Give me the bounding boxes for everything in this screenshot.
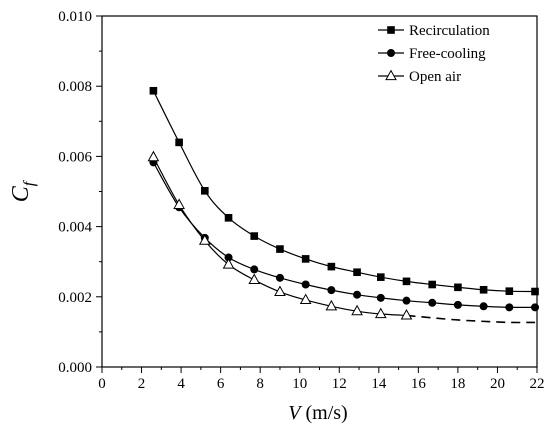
series-recirculation — [149, 86, 539, 296]
x-tick-label: 18 — [450, 376, 465, 392]
data-point-recirculation — [402, 277, 411, 286]
series-layer — [147, 86, 540, 324]
series-line-free-cooling — [152, 162, 536, 309]
data-point-recirculation — [149, 86, 158, 95]
data-point-free-cooling — [531, 303, 540, 312]
y-tick-label: 0.002 — [58, 290, 92, 306]
data-point-free-cooling — [376, 293, 385, 302]
data-point-free-cooling — [453, 300, 462, 309]
x-tick-label: 10 — [292, 376, 307, 392]
data-point-recirculation — [353, 268, 361, 277]
legend: Recirculation Free-cooling Open air — [378, 23, 490, 85]
series-free-cooling — [149, 158, 540, 312]
legend-marker-open-air — [385, 69, 397, 81]
data-point-free-cooling — [402, 296, 411, 305]
x-tick-label: 22 — [530, 376, 545, 392]
x-axis-ticks: 0 2 4 6 8 10 12 14 16 18 20 22 — [98, 367, 545, 392]
legend-label: Free-cooling — [409, 46, 486, 62]
x-tick-label: 12 — [332, 376, 347, 392]
data-point-recirculation — [454, 283, 462, 292]
x-tick-label: 6 — [217, 376, 225, 392]
y-tick-label: 0.004 — [58, 220, 92, 236]
x-tick-label: 2 — [138, 376, 146, 392]
legend-label: Open air — [409, 69, 461, 85]
data-point-recirculation — [250, 232, 259, 240]
x-tick-label: 20 — [490, 376, 505, 392]
data-point-open-air — [374, 307, 387, 319]
legend-item-open-air: Open air — [378, 69, 461, 85]
x-tick-label: 8 — [256, 376, 264, 392]
y-tick-label: 0.006 — [58, 149, 92, 165]
x-tick-label: 4 — [177, 376, 185, 392]
x-tick-label: 0 — [98, 376, 106, 392]
data-point-recirculation — [531, 287, 539, 296]
data-point-open-air — [325, 299, 338, 311]
data-point-recirculation — [479, 285, 488, 294]
data-point-recirculation — [428, 280, 437, 289]
x-tick-label: 16 — [411, 376, 427, 392]
data-point-open-air — [173, 198, 185, 209]
x-tick-label: 14 — [371, 376, 387, 392]
data-point-recirculation — [376, 273, 385, 281]
data-point-free-cooling — [479, 302, 488, 311]
data-point-open-air — [400, 308, 413, 320]
legend-label: Recirculation — [409, 23, 490, 39]
data-point-free-cooling — [224, 253, 233, 262]
data-point-open-air — [222, 258, 235, 269]
y-tick-label: 0.010 — [58, 9, 92, 25]
data-point-free-cooling — [275, 273, 284, 282]
data-point-free-cooling — [505, 303, 514, 312]
data-point-free-cooling — [327, 286, 336, 295]
legend-marker-free-cooling — [387, 49, 395, 57]
data-point-recirculation — [201, 186, 209, 195]
data-point-open-air — [351, 304, 363, 316]
series-line-recirculation — [152, 90, 536, 293]
data-point-open-air — [299, 293, 312, 305]
data-point-recirculation — [276, 245, 284, 253]
data-point-free-cooling — [301, 280, 310, 289]
data-point-recirculation — [327, 262, 336, 271]
data-point-free-cooling — [353, 290, 362, 299]
series-open-air — [147, 150, 536, 324]
plot-border — [101, 15, 538, 368]
y-tick-label: 0.008 — [58, 79, 92, 95]
x-axis-title: V (m/s) — [288, 402, 347, 424]
legend-marker-recirculation — [387, 26, 395, 34]
data-point-recirculation — [175, 138, 183, 147]
y-axis-ticks: 0.000 0.002 0.004 0.006 0.008 0.010 — [58, 9, 102, 376]
y-tick-label: 0.000 — [58, 360, 92, 376]
data-point-recirculation — [224, 214, 233, 222]
data-point-open-air — [198, 234, 211, 245]
data-point-recirculation — [301, 255, 310, 263]
y-axis-title: Cf — [8, 179, 38, 202]
data-point-free-cooling — [428, 298, 437, 307]
data-point-open-air — [274, 285, 286, 296]
data-point-open-air — [248, 273, 261, 285]
series-extrapolation-open-air — [406, 314, 536, 324]
plot-frame — [101, 15, 538, 368]
data-point-open-air — [147, 150, 160, 162]
data-point-free-cooling — [250, 265, 259, 274]
legend-item-free-cooling: Free-cooling — [378, 46, 486, 62]
legend-item-recirculation: Recirculation — [378, 23, 490, 39]
data-point-recirculation — [505, 287, 514, 295]
